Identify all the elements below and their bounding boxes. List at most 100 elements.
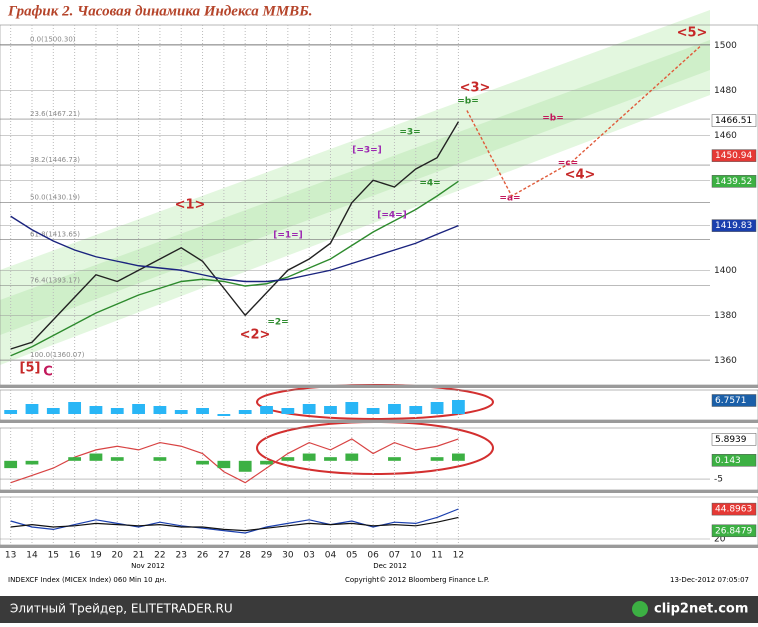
series-line [10,215,459,283]
x-tick-label: 03 [303,551,314,561]
x-tick-label: 14 [26,551,38,561]
bar [46,408,60,414]
price-badge [711,149,757,162]
bar [4,410,18,414]
wave-label: <5> [677,26,708,41]
price-badge-label: 6.7571 [715,396,747,406]
footer-site: Элитный Трейдер, ELITETRADER.RU [10,602,233,616]
bar [132,404,145,414]
channel [0,10,710,365]
wave-label: <3> [460,81,491,96]
bar [345,402,359,414]
footer-bar [0,596,758,623]
month-label: Dec 2012 [373,562,407,570]
x-tick-label: 10 [410,551,422,561]
bar [302,453,316,461]
wave-label: =4= [419,179,440,189]
series-line [10,180,459,357]
price-badge [711,502,757,516]
panel-separator [0,420,758,423]
bar [110,408,124,414]
price-badge-label: 1450.94 [715,151,752,161]
wave-label: [=3=] [352,146,382,156]
bar [174,410,188,414]
wave-label: =3= [399,128,420,138]
wave-label: =a= [499,194,520,204]
panel-separator [0,490,758,493]
price-badge-label: 44.8963 [715,505,752,515]
month-label: Nov 2012 [131,562,165,570]
level-label: 76.4(1393.17) [30,277,80,285]
price-badge-label: 1419.83 [715,221,752,231]
bar [4,460,18,469]
x-tick-label: 26 [197,551,209,561]
bar [452,400,465,414]
x-tick-label: 23 [176,551,187,561]
level-label: 0.0(1500.30) [30,36,76,44]
price-badge-label: 1466.51 [715,116,752,126]
bar [238,410,252,414]
x-tick-label: 22 [154,551,165,561]
bar [260,406,273,414]
wave-label: =2= [267,318,288,328]
wave-label: [=4=] [377,211,407,221]
bar [217,414,231,416]
series-line [10,121,460,350]
price-badge-label: 26.8479 [715,526,752,536]
bar [366,408,380,414]
y-tick-label: 1360 [714,356,737,366]
bar [324,406,337,414]
y-tick-label: 1400 [714,266,737,276]
bar [153,457,167,461]
bar [89,453,103,461]
x-tick-label: 06 [367,551,379,561]
series-line [466,44,702,197]
bar [388,404,401,414]
bar [302,404,316,414]
bar [452,453,465,461]
wave-label: =b= [457,97,479,107]
price-badge [711,175,757,188]
footer-copyright: Copyright© 2012 Bloomberg Finance L.P. [345,576,489,584]
bar [196,460,209,465]
y-tick-label: 1480 [714,86,737,96]
panel-separator [0,545,758,548]
bar [281,457,295,461]
price-badge-label: 5.8939 [715,435,747,445]
price-badge [711,114,757,127]
price-badge [711,219,757,232]
x-tick-label: 11 [431,551,442,561]
bar [196,408,209,414]
wave-label: C [43,365,53,380]
series-line [10,516,459,532]
wave-label: [=1=] [273,231,303,241]
y-tick-label: 20 [714,535,726,545]
x-tick-label: 28 [239,551,251,561]
x-tick-label: 30 [282,551,294,561]
bar [430,457,444,461]
bar [324,457,337,461]
y-tick-label: -5 [714,475,723,485]
wave-label: =c= [558,159,578,169]
price-badge [711,524,757,538]
footer-logo[interactable]: clip2net.com [654,602,748,617]
footer-date: 13-Dec-2012 07:05:07 [670,576,749,584]
x-tick-label: 04 [325,551,337,561]
level-label: 23.6(1467.21) [30,110,80,118]
footer-source: INDEXCF Index (MICEX Index) 060 Min 10 д… [8,576,166,584]
level-label: 50.0(1430.19) [30,193,80,201]
panel-separator [0,385,758,388]
x-tick-label: 27 [218,551,229,561]
bar [345,453,359,461]
price-badge [711,433,757,446]
wave-label: [5] [20,361,41,376]
bar [110,457,124,461]
wave-label: <4> [565,168,596,183]
y-tick-label: 1380 [714,311,737,321]
bar [430,402,444,414]
x-tick-label: 19 [90,551,102,561]
wave-label: <2> [240,328,271,343]
x-tick-label: 13 [5,551,16,561]
level-label: 38.2(1446.73) [30,156,80,164]
